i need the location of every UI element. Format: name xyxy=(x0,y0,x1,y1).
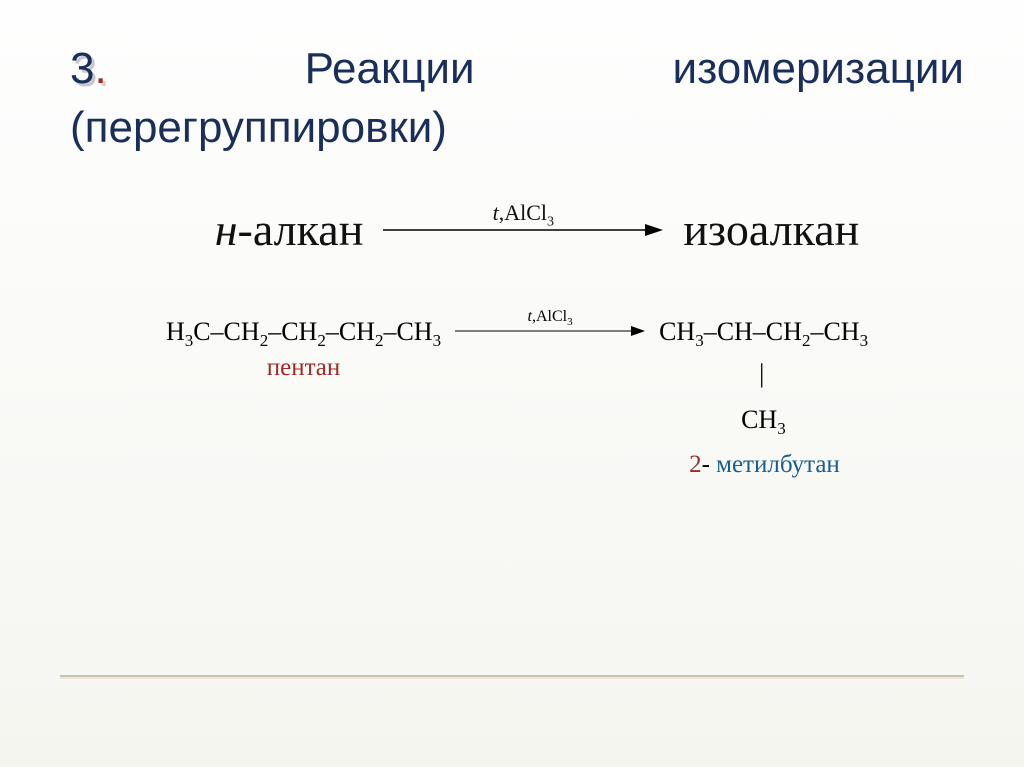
general-arrow-label: t,AlCl3 xyxy=(493,200,554,230)
general-product: изоалкан xyxy=(683,203,859,256)
slide-container: 3 3 . . Реакции изомеризации (перегруппи… xyxy=(0,0,1024,509)
slide-title: 3 3 . . Реакции изомеризации xyxy=(70,40,964,97)
general-arrow-container: t,AlCl3 xyxy=(383,224,663,236)
product-formula: CH3–CH–CH2–CH3 xyxy=(659,316,868,352)
reactant-label: пентан xyxy=(267,354,341,382)
product-label: 2- метилбутан xyxy=(689,451,840,479)
title-word-2: изомеризации xyxy=(673,44,965,93)
title-dot-wrap: . . xyxy=(94,40,106,97)
decorative-line xyxy=(60,675,964,677)
example-arrow-container: t,AlCl3 xyxy=(455,326,645,336)
title-word-1: Реакции xyxy=(305,44,475,93)
product-label-dash: - xyxy=(702,451,717,478)
branch-group: CH3 xyxy=(741,406,786,439)
product-label-num: 2 xyxy=(689,451,702,478)
example-product-block: CH3–CH–CH2–CH3 | CH3 2- метилбутан xyxy=(659,316,868,479)
arrow-cond-cat: AlCl xyxy=(504,200,547,225)
reactant-formula: H3C–CH2–CH2–CH2–CH3 xyxy=(166,316,441,352)
example-arrow-label: t,AlCl3 xyxy=(528,308,573,328)
example-reactant-block: H3C–CH2–CH2–CH2–CH3 пентан xyxy=(166,316,441,382)
arrow-cond-cat-sub: 3 xyxy=(547,214,554,229)
example-reaction: H3C–CH2–CH2–CH2–CH3 пентан t,AlCl3 CH3–C… xyxy=(70,316,964,479)
general-reaction: н-алкан t,AlCl3 изоалкан xyxy=(70,203,964,256)
reactant-prefix: н- xyxy=(215,204,253,255)
slide-subtitle: (перегруппировки) xyxy=(70,103,964,153)
reactant-name: алкан xyxy=(253,204,363,255)
general-reactant: н-алкан xyxy=(215,203,364,256)
branch-bond: | xyxy=(759,360,764,389)
product-label-name: метилбутан xyxy=(716,451,840,478)
ex-arrow-cond-cat: AlCl xyxy=(536,308,567,325)
title-dot: . xyxy=(94,44,106,93)
title-number-wrap: 3 3 xyxy=(70,40,94,97)
ex-arrow-cond-cat-sub: 3 xyxy=(567,316,573,328)
title-number: 3 xyxy=(70,44,94,93)
